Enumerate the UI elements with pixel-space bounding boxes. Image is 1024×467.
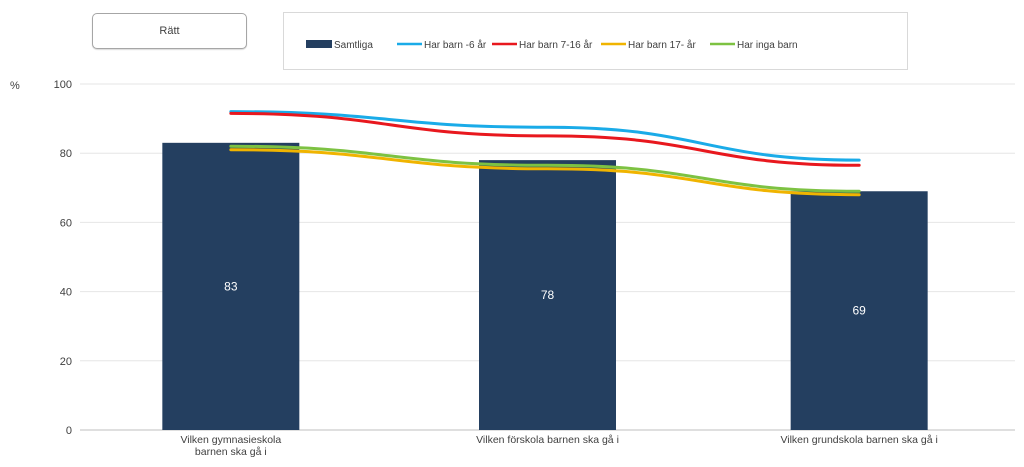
y-tick-label: 80 xyxy=(60,148,72,160)
series-line xyxy=(229,144,861,193)
data-label: 69 xyxy=(852,304,866,318)
legend-label: Samtliga xyxy=(334,40,373,51)
legend-label: Har barn 7-16 år xyxy=(519,39,593,51)
bar xyxy=(479,160,616,430)
legend-box xyxy=(283,12,908,70)
x-tick-label: Vilken grundskola barnen ska gå i xyxy=(780,434,937,446)
series-line xyxy=(229,110,861,162)
y-axis-label: % xyxy=(10,80,20,92)
legend-label: Har inga barn xyxy=(737,40,798,51)
legend-label: Har barn 17- år xyxy=(628,39,696,51)
y-tick-label: 100 xyxy=(54,79,72,91)
legend-swatch xyxy=(306,40,332,48)
bar xyxy=(790,191,928,430)
y-tick-label: 0 xyxy=(66,425,72,437)
legend-label: Har barn -6 år xyxy=(424,39,487,51)
filter-label: Rätt xyxy=(159,25,180,37)
series-line xyxy=(229,148,861,197)
data-label: 83 xyxy=(224,279,238,293)
filter-button[interactable]: Rätt xyxy=(92,13,247,49)
bar xyxy=(162,142,300,430)
y-tick-label: 20 xyxy=(60,356,72,368)
y-tick-label: 40 xyxy=(60,287,72,299)
data-label: 78 xyxy=(541,288,555,302)
x-tick-label: barnen ska gå i xyxy=(195,446,267,458)
series-line xyxy=(229,111,861,167)
y-tick-label: 60 xyxy=(60,217,72,229)
x-tick-label: Vilken förskola barnen ska gå i xyxy=(476,434,619,446)
x-tick-label: Vilken gymnasieskola xyxy=(180,434,281,446)
